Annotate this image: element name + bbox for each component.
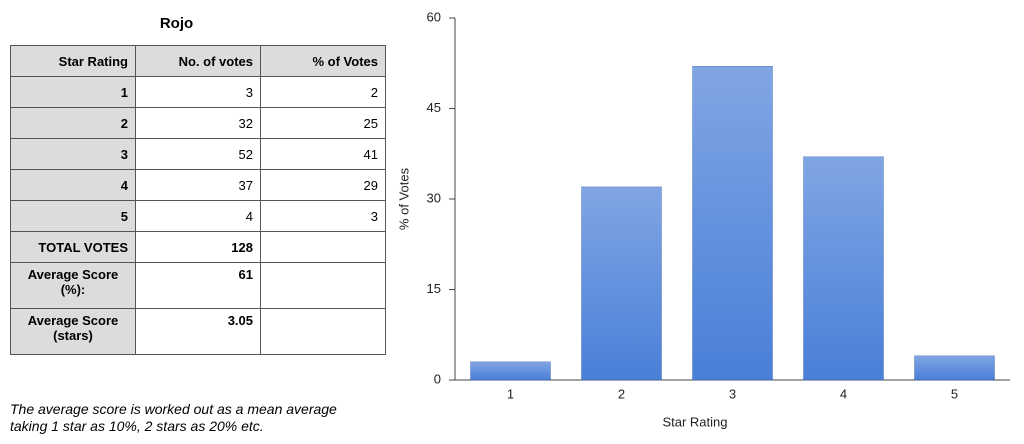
cell: 52 <box>135 138 261 170</box>
y-tick-label: 15 <box>427 281 441 296</box>
cell: 2 <box>260 76 386 108</box>
row-label: 3 <box>10 138 136 170</box>
empty-cell <box>260 308 386 355</box>
table-row: 4 37 29 <box>10 169 386 201</box>
x-tick-label: 4 <box>840 386 847 401</box>
y-axis-title: % of Votes <box>396 167 411 230</box>
note: The average score is worked out as a mea… <box>10 401 337 434</box>
bar-shine <box>803 156 884 380</box>
y-tick-label: 45 <box>427 100 441 115</box>
row-label: 1 <box>10 76 136 108</box>
cell: 3 <box>260 200 386 232</box>
summary-row: Average Score (%): 61 <box>10 262 386 309</box>
x-tick-label: 5 <box>951 386 958 401</box>
data-table: Star Rating No. of votes% of Votes 1 3 2 2 32 2… <box>10 45 386 355</box>
x-tick-label: 1 <box>507 386 514 401</box>
header-row: Star Rating No. of votes% of Votes <box>10 45 386 77</box>
y-tick-label: 30 <box>427 190 441 205</box>
bar-shine <box>914 355 995 380</box>
summary-label: Average Score (%): <box>10 262 136 309</box>
x-tick-label: 2 <box>618 386 625 401</box>
summary-row: TOTAL VOTES 128 <box>10 231 386 263</box>
bar-shine <box>692 66 773 381</box>
cell: 3 <box>135 76 261 108</box>
y-tick-label: 0 <box>434 371 441 386</box>
summary-row: Average Score (stars) 3.05 <box>10 308 386 355</box>
y-tick-label: 60 <box>427 9 441 24</box>
bar-shine <box>581 186 662 380</box>
x-tick-label: 3 <box>729 386 736 401</box>
cell: 29 <box>260 169 386 201</box>
x-axis-title: Star Rating <box>662 414 727 429</box>
table-row: 3 52 41 <box>10 138 386 170</box>
cell: 4 <box>135 200 261 232</box>
summary-value: 3.05 <box>135 308 261 355</box>
summary-label: Average Score (stars) <box>10 308 136 355</box>
summary-label: TOTAL VOTES <box>10 231 136 263</box>
header-cell: % of Votes <box>260 45 386 77</box>
bar-shine <box>470 361 551 380</box>
cell: 41 <box>260 138 386 170</box>
table-title: Rojo <box>159 15 194 32</box>
header-cell: No. of votes <box>135 45 261 77</box>
